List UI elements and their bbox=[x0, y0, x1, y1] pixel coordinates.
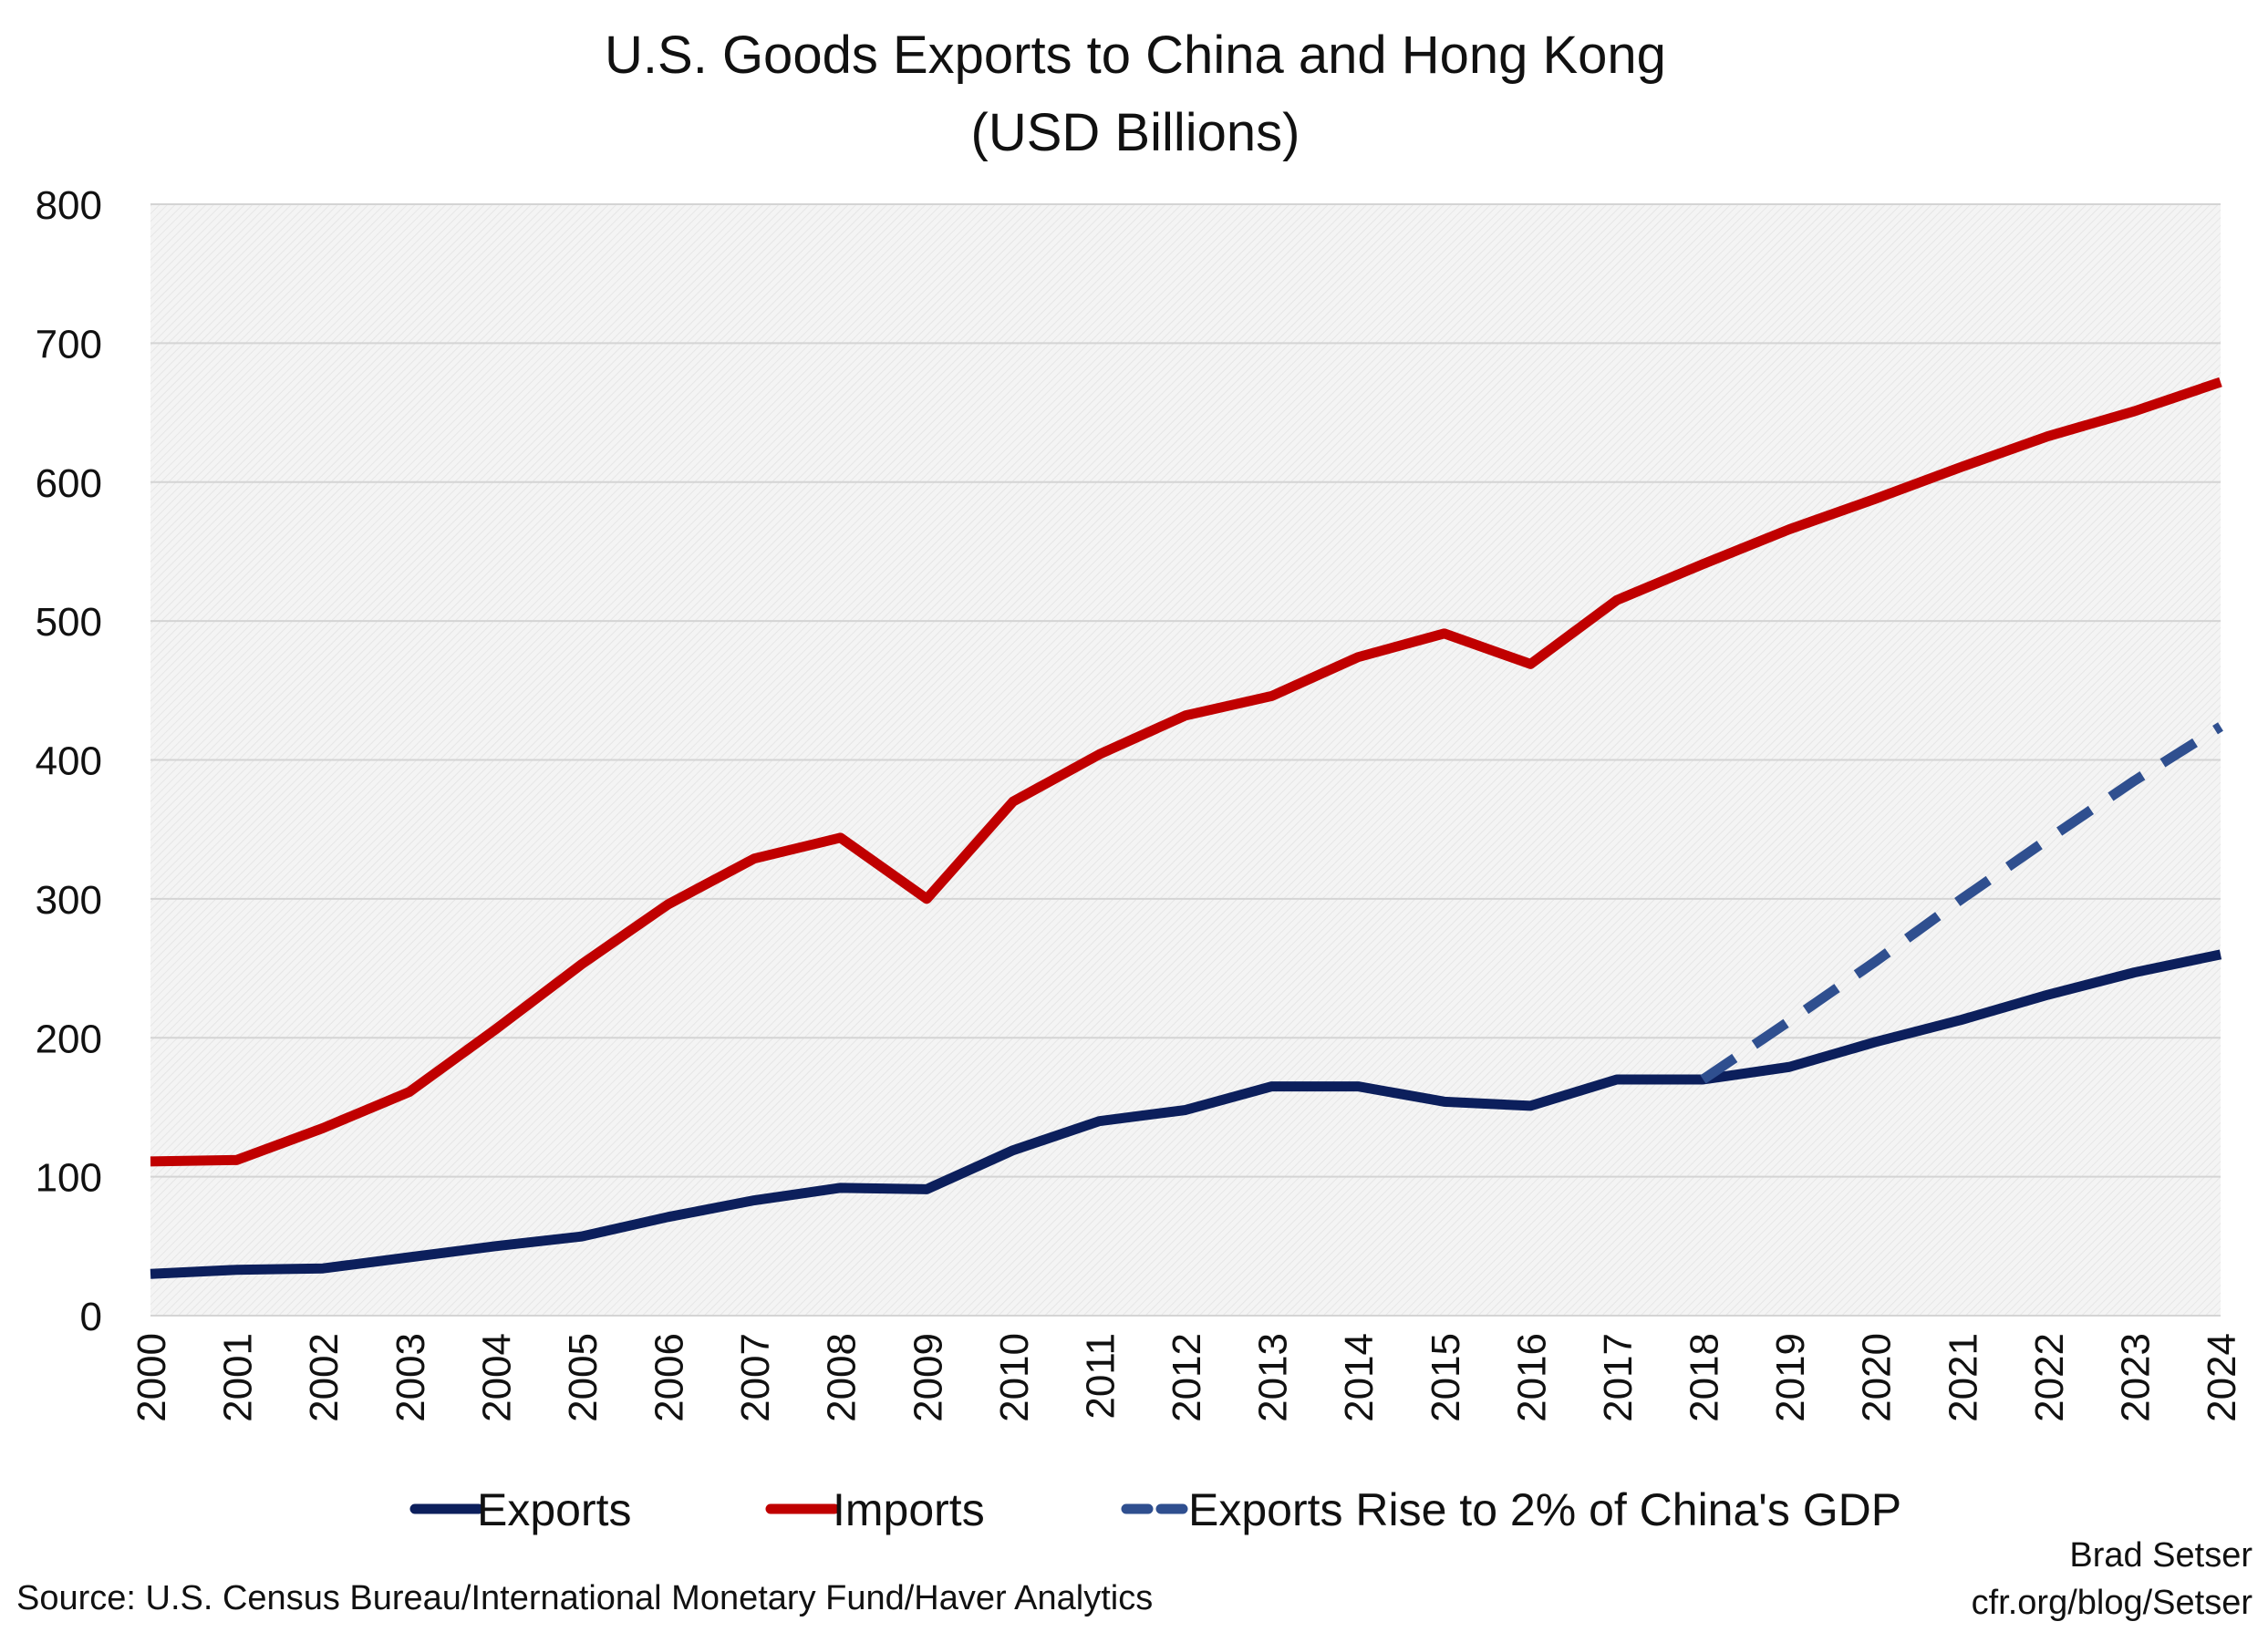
x-tick-label: 2013 bbox=[1251, 1333, 1296, 1422]
x-tick-label: 2022 bbox=[2027, 1333, 2072, 1422]
source-note: Source: U.S. Census Bureau/International… bbox=[16, 1579, 1153, 1617]
x-tick-label: 2023 bbox=[2113, 1333, 2158, 1422]
x-tick-label: 2006 bbox=[647, 1333, 692, 1422]
legend-label: Exports Rise to 2% of China's GDP bbox=[1188, 1484, 1901, 1535]
chart-title: U.S. Goods Exports to China and Hong Kon… bbox=[605, 26, 1666, 85]
x-tick-label: 2009 bbox=[906, 1333, 950, 1422]
x-tick-label: 2007 bbox=[733, 1333, 778, 1422]
x-tick-label: 2020 bbox=[1855, 1333, 1900, 1422]
y-tick-label: 0 bbox=[80, 1295, 102, 1339]
y-tick-label: 600 bbox=[36, 461, 102, 506]
x-tick-label: 2016 bbox=[1509, 1333, 1554, 1422]
x-axis: 2000 2001 2002 2003 2004 2005 2006 2007 2008 2009… bbox=[129, 1333, 2244, 1422]
x-tick-label: 2018 bbox=[1683, 1333, 1727, 1422]
legend: Exports Imports Exports Rise to 2% of Chin… bbox=[409, 1484, 1901, 1535]
x-tick-label: 2003 bbox=[388, 1333, 433, 1422]
x-tick-label: 2019 bbox=[1768, 1333, 1813, 1422]
x-tick-label: 2004 bbox=[474, 1333, 519, 1422]
x-tick-label: 2002 bbox=[302, 1333, 347, 1422]
y-tick-label: 400 bbox=[36, 739, 102, 784]
credit-url: cfr.org/blog/Setser bbox=[1972, 1584, 2253, 1622]
chart-subtitle: (USD Billions) bbox=[971, 103, 1300, 162]
legend-label: Imports bbox=[833, 1484, 985, 1535]
y-tick-label: 100 bbox=[36, 1156, 102, 1201]
y-tick-label: 500 bbox=[36, 600, 102, 645]
y-tick-label: 200 bbox=[36, 1017, 102, 1061]
x-tick-label: 2010 bbox=[992, 1333, 1037, 1422]
y-axis: 0 100 200 300 400 500 600 700 800 bbox=[36, 183, 102, 1339]
x-tick-label: 2021 bbox=[1941, 1333, 1985, 1422]
x-tick-label: 2012 bbox=[1165, 1333, 1209, 1422]
y-tick-label: 800 bbox=[36, 183, 102, 228]
x-tick-label: 2014 bbox=[1337, 1333, 1382, 1422]
x-tick-label: 2000 bbox=[129, 1333, 174, 1422]
x-tick-label: 2015 bbox=[1424, 1333, 1468, 1422]
gridlines bbox=[150, 203, 2221, 1317]
x-tick-label: 2001 bbox=[216, 1333, 261, 1422]
x-tick-label: 2005 bbox=[561, 1333, 606, 1422]
legend-label: Exports bbox=[477, 1484, 632, 1535]
y-tick-label: 700 bbox=[36, 322, 102, 367]
y-tick-label: 300 bbox=[36, 878, 102, 923]
x-tick-label: 2024 bbox=[2200, 1333, 2244, 1422]
x-tick-label: 2011 bbox=[1078, 1333, 1123, 1420]
series-lines bbox=[150, 377, 2223, 1279]
x-tick-label: 2017 bbox=[1596, 1333, 1641, 1422]
x-tick-label: 2008 bbox=[820, 1333, 865, 1422]
credit-name: Brad Setser bbox=[2069, 1536, 2252, 1575]
